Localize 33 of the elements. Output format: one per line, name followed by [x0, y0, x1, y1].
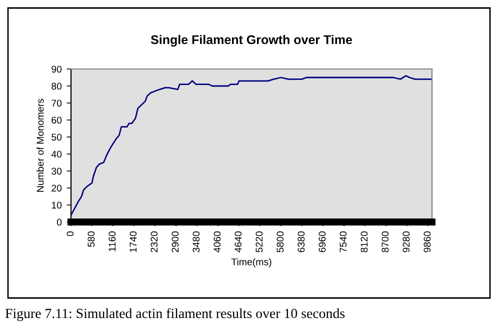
- y-tick-label: 80: [52, 82, 62, 90]
- x-tick-label: 2320: [150, 231, 158, 252]
- x-tick-label: 1740: [130, 231, 137, 252]
- x-tick-label: 4640: [234, 231, 242, 252]
- line-series: [71, 75, 432, 216]
- x-tick-label: 4060: [214, 231, 221, 252]
- y-tick-label: 10: [52, 202, 62, 209]
- y-tick-label: 30: [52, 168, 62, 175]
- y-tick-label: 20: [52, 184, 62, 192]
- y-tick-label: 60: [52, 116, 62, 124]
- chart-title: Single Filament Growth over Time: [150, 34, 352, 47]
- x-tick-label: 9860: [424, 231, 431, 252]
- x-axis-title: Time(ms): [231, 258, 272, 268]
- caption: Figure 7.11: Simulated actin filament results over 10 seconds: [5, 308, 345, 321]
- y-axis-title: Number of Monomers: [36, 98, 44, 192]
- y-tick-label: 40: [51, 150, 62, 158]
- y-tick-label: 90: [52, 66, 62, 73]
- y-tick-label: 0: [56, 218, 62, 226]
- x-tick-label: 7540: [340, 231, 347, 252]
- x-tick-label: 5220: [256, 231, 263, 252]
- x-tick-label: 1160: [108, 231, 116, 252]
- x-tick-label: 8700: [382, 231, 389, 252]
- x-tick-label: 6960: [318, 231, 326, 252]
- y-tick-label: 50: [52, 134, 62, 141]
- x-tick-label: 6380: [298, 231, 305, 252]
- y-tick-label: 70: [52, 100, 62, 107]
- x-tick-label: 3480: [192, 231, 200, 252]
- x-tick-label: 580: [88, 231, 95, 247]
- x-tick-label: 5800: [276, 231, 284, 252]
- x-tick-label: 9280: [402, 231, 410, 252]
- x-tick-label: 2900: [172, 231, 179, 252]
- x-tick-label: 0: [66, 231, 74, 236]
- x-tick-label: 8120: [360, 231, 368, 252]
